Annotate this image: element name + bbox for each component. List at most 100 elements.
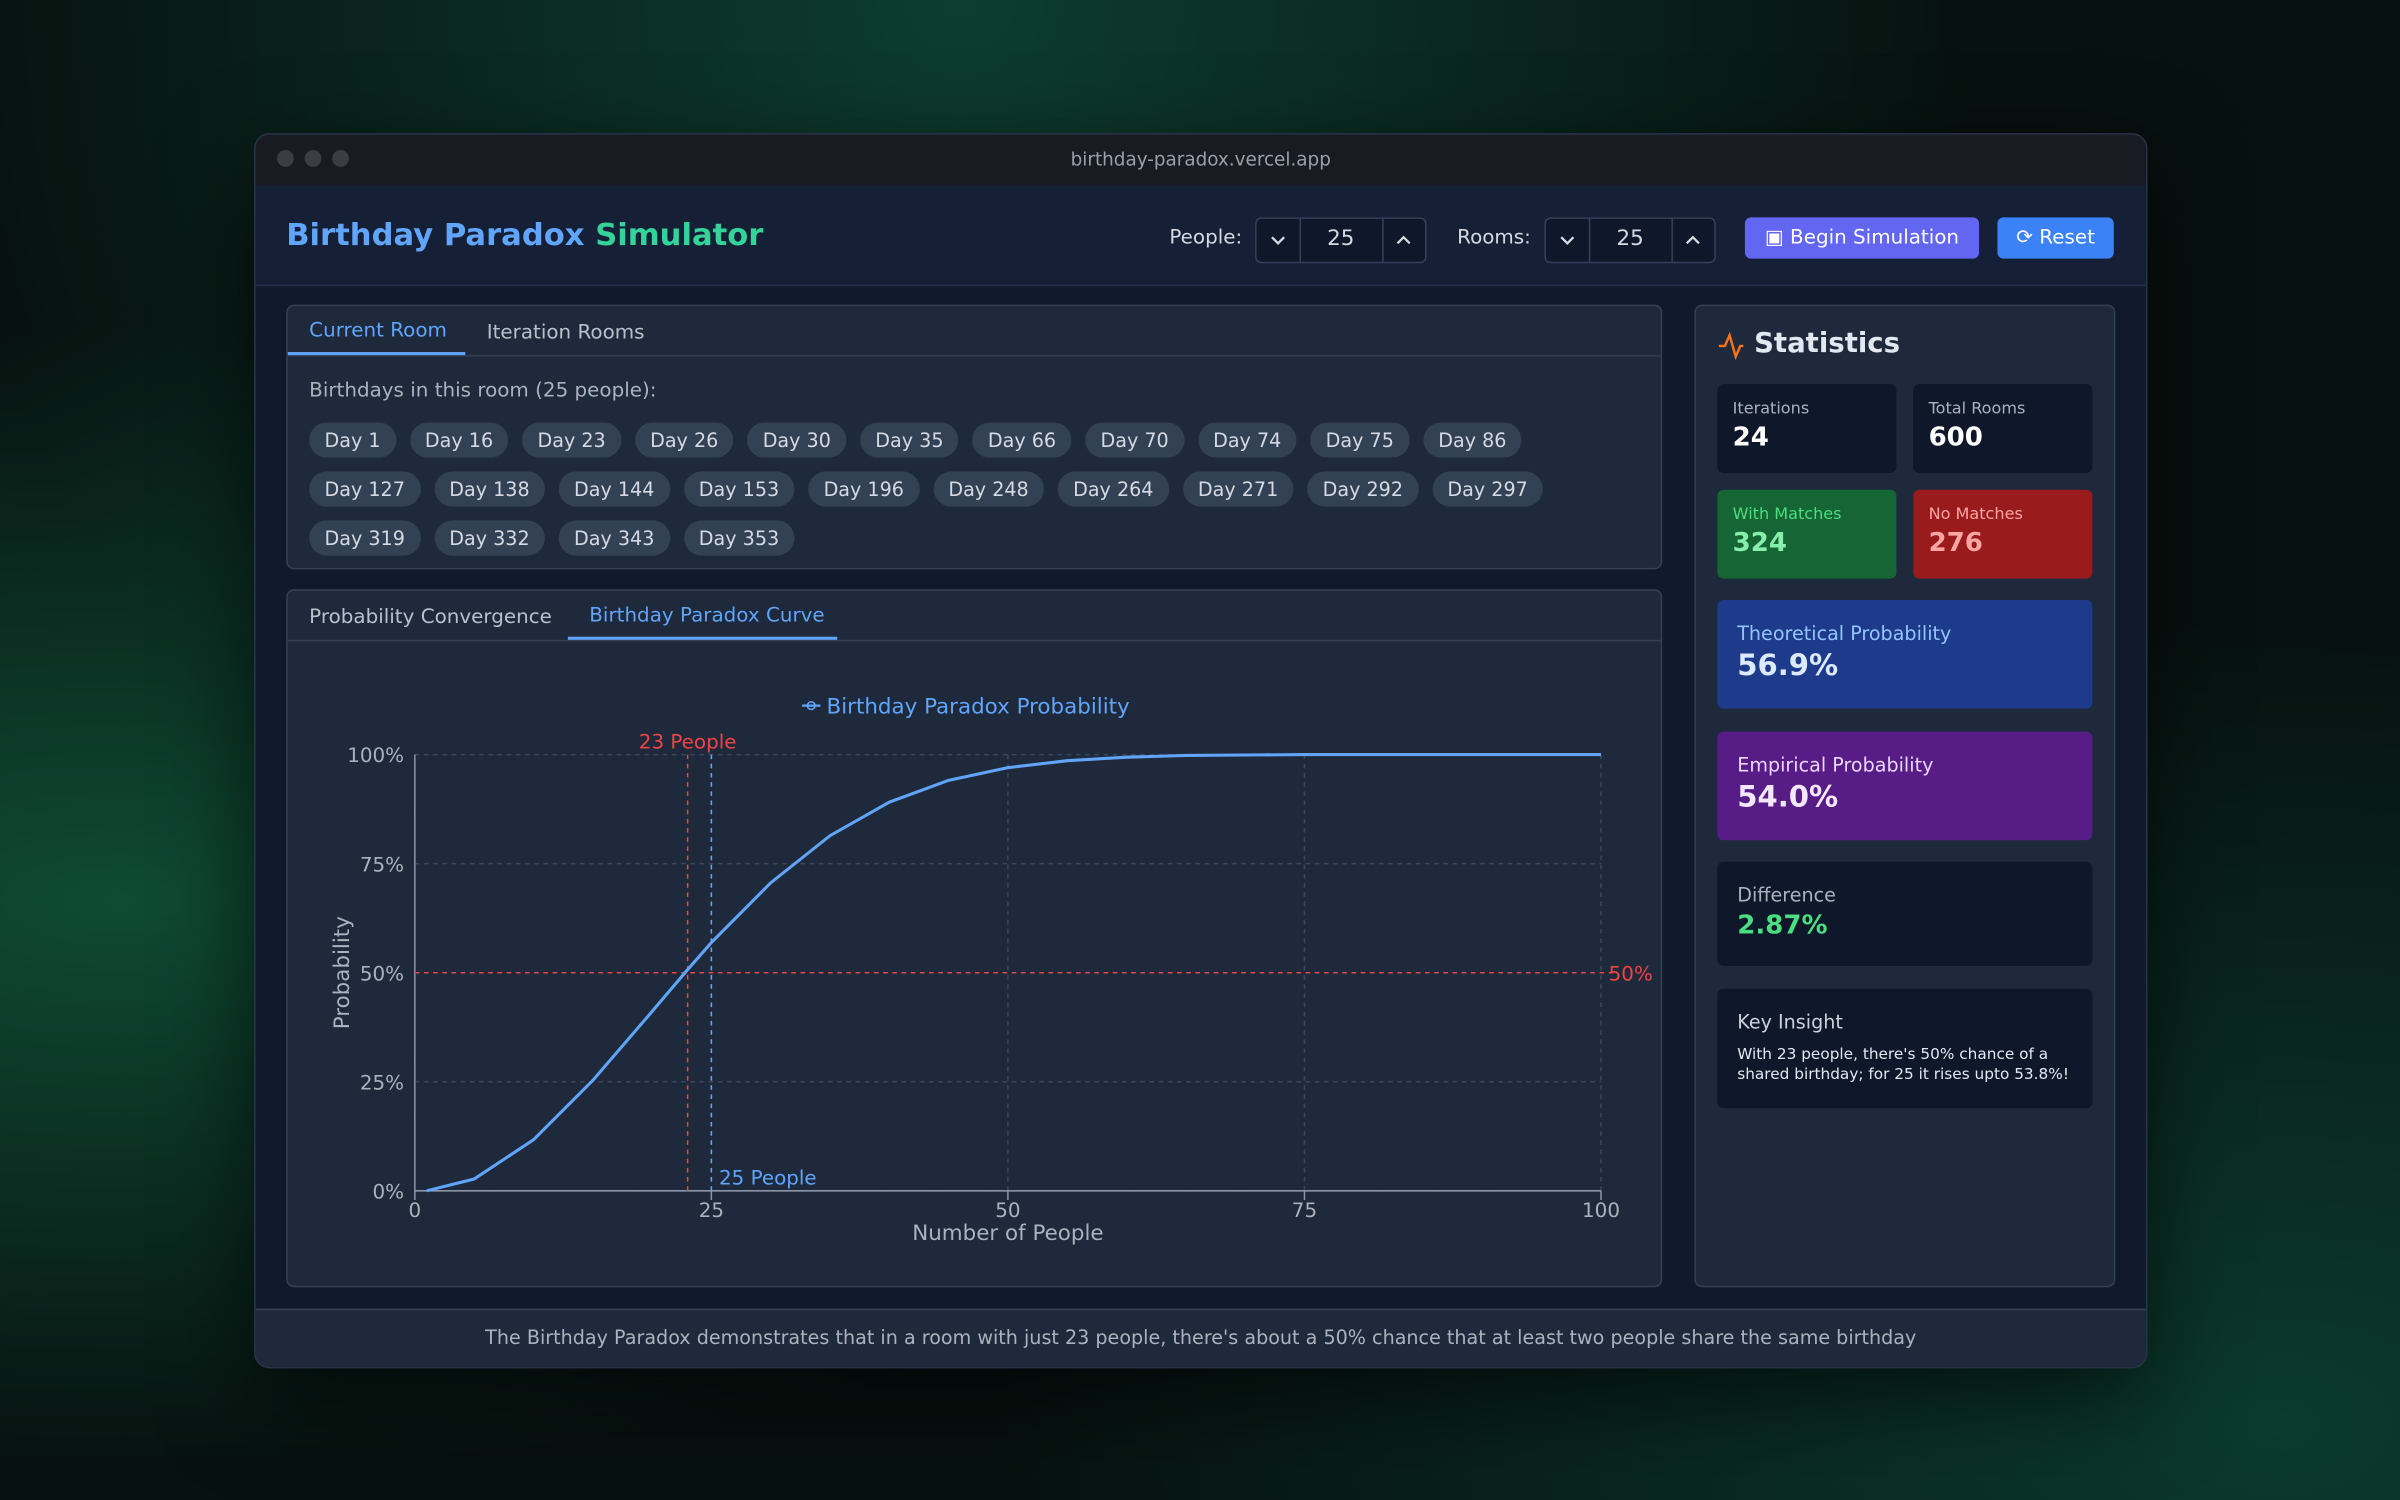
day-chip: Day 353	[683, 520, 795, 556]
day-chip: Day 297	[1432, 471, 1544, 507]
increment[interactable]	[1394, 231, 1412, 249]
chip-list: Day 1 Day 16 Day 23 Day 26 Day 30 Day 35 Day 6…	[309, 422, 1610, 569]
legend-label: Birthday Paradox Probability	[827, 694, 1131, 719]
day-chip: Day 30	[747, 422, 847, 458]
people-spinner[interactable]: 25	[1255, 217, 1427, 264]
footer-text: The Birthday Paradox demonstrates that i…	[485, 1325, 1917, 1349]
x-tick-label: 50	[995, 1199, 1020, 1222]
stat-card: With Matches 324	[1717, 489, 1897, 579]
stat-label: Difference	[1737, 883, 1836, 907]
stat-card: Iterations 24	[1717, 384, 1897, 473]
rooms-spinner[interactable]: 25	[1544, 217, 1716, 264]
stat-label: No Matches	[1928, 505, 2023, 524]
day-chip: Day 70	[1085, 422, 1185, 458]
x-axis-label: Number of People	[912, 1221, 1103, 1246]
day-chip: Day 16	[409, 422, 509, 458]
rooms-value: 25	[1616, 226, 1644, 252]
stat-label: Iterations	[1732, 399, 1810, 418]
tab[interactable]: Iteration Rooms	[486, 321, 645, 345]
rooms-label: Rooms:	[1457, 226, 1531, 250]
stat-value: 54.0%	[1737, 780, 1839, 815]
x-tick-label: 100	[1582, 1199, 1620, 1222]
day-chip: Day 271	[1182, 471, 1294, 507]
title-bar: birthday-paradox.vercel.app	[255, 134, 2146, 186]
begin-text: Begin Simulation	[1790, 226, 1960, 250]
stats-icon	[1718, 332, 1744, 360]
stat-value: 24	[1732, 422, 1769, 454]
title-a: Birthday Paradox	[286, 215, 585, 253]
people-label: People:	[1169, 226, 1243, 250]
footer: The Birthday Paradox demonstrates that i…	[255, 1308, 2146, 1367]
stat-card: No Matches 276	[1913, 489, 2093, 579]
series-line	[426, 753, 1602, 1193]
reference-label: 25 People	[719, 1167, 817, 1190]
chart: 0% 25% 50% 75% 100% 0 25 50 75 100 Number of Peopl…	[330, 694, 1653, 1246]
window-dot[interactable]	[332, 149, 349, 167]
day-chip: Day 75	[1310, 422, 1410, 458]
x-tick-label: 0	[408, 1199, 421, 1222]
y-tick-label: 25%	[360, 1071, 404, 1094]
y-tick-label: 0%	[373, 1180, 405, 1203]
url: birthday-paradox.vercel.app	[1070, 148, 1331, 170]
stat-value: 56.9%	[1737, 648, 1839, 683]
difference-card: Difference 2.87%	[1717, 861, 2093, 966]
reference-label: 50%	[1609, 962, 1653, 985]
decrement[interactable]	[1269, 231, 1287, 249]
app-title: Birthday Paradox Simulator	[286, 216, 763, 253]
y-tick-label: 100%	[347, 744, 404, 767]
stat-value: 276	[1928, 528, 1983, 559]
x-tick-label: 25	[699, 1199, 724, 1222]
day-chip: Day 35	[859, 422, 959, 458]
day-chip: Day 319	[309, 520, 421, 556]
day-chip: Day 144	[558, 471, 670, 507]
decrement[interactable]	[1558, 231, 1576, 249]
window-dot[interactable]	[277, 149, 294, 167]
day-chip: Day 153	[683, 471, 795, 507]
tab[interactable]: Birthday Paradox Curve	[589, 604, 825, 628]
day-chip: Day 343	[558, 520, 670, 556]
day-chip: Day 248	[933, 471, 1045, 507]
day-chip: Day 196	[808, 471, 920, 507]
title-b: Simulator	[595, 215, 764, 253]
day-chip: Day 66	[972, 422, 1072, 458]
x-tick-label: 75	[1292, 1199, 1317, 1222]
day-chip: Day 332	[433, 520, 545, 556]
stat-label: Theoretical Probability	[1737, 621, 1952, 645]
stat-value: 600	[1928, 422, 1983, 454]
day-chip: Day 127	[309, 471, 421, 507]
stat-value: 324	[1732, 528, 1787, 559]
day-chip: Day 23	[522, 422, 622, 458]
begin-button[interactable]: ▣ Begin Simulation	[1744, 217, 1980, 259]
insight-text: With 23 people, there's 50% chance of a …	[1737, 1046, 2069, 1084]
stat-card: Total Rooms 600	[1913, 384, 2093, 473]
increment[interactable]	[1684, 231, 1702, 249]
stats-title: Statistics	[1754, 327, 1901, 360]
people-value: 25	[1327, 226, 1355, 252]
day-chip: Day 292	[1307, 471, 1419, 507]
tab[interactable]: Probability Convergence	[309, 606, 552, 630]
insight-card: Key Insight With 23 people, there's 50% …	[1717, 988, 2093, 1109]
room-caption: Birthdays in this room (25 people):	[309, 379, 657, 403]
stat-label: Total Rooms	[1928, 399, 2026, 418]
window: birthday-paradox.vercel.app Birthday Par…	[254, 133, 2148, 1369]
reset-button[interactable]: ⟳ Reset	[1997, 217, 2114, 259]
legend-swatch	[806, 701, 816, 711]
stat-label: With Matches	[1732, 505, 1842, 524]
day-chip: Day 26	[634, 422, 734, 458]
day-chip: Day 74	[1197, 422, 1297, 458]
tab[interactable]: Current Room	[309, 319, 447, 343]
y-axis-label: Probability	[330, 916, 355, 1029]
empirical-card: Empirical Probability 54.0%	[1717, 731, 2093, 841]
window-dot[interactable]	[304, 149, 322, 167]
day-chip: Day 138	[433, 471, 545, 507]
day-chip: Day 86	[1422, 422, 1522, 458]
stats-panel: Statistics Iterations 24 Total Rooms 600 W…	[1694, 304, 2116, 1288]
stat-value: 2.87%	[1737, 910, 1828, 942]
reset-text: Reset	[2039, 226, 2095, 250]
y-tick-label: 50%	[360, 962, 404, 985]
day-chip: Day 264	[1057, 471, 1169, 507]
insight-label: Key Insight	[1737, 1010, 1843, 1034]
y-tick-label: 75%	[360, 853, 404, 876]
stat-label: Empirical Probability	[1737, 753, 1934, 777]
